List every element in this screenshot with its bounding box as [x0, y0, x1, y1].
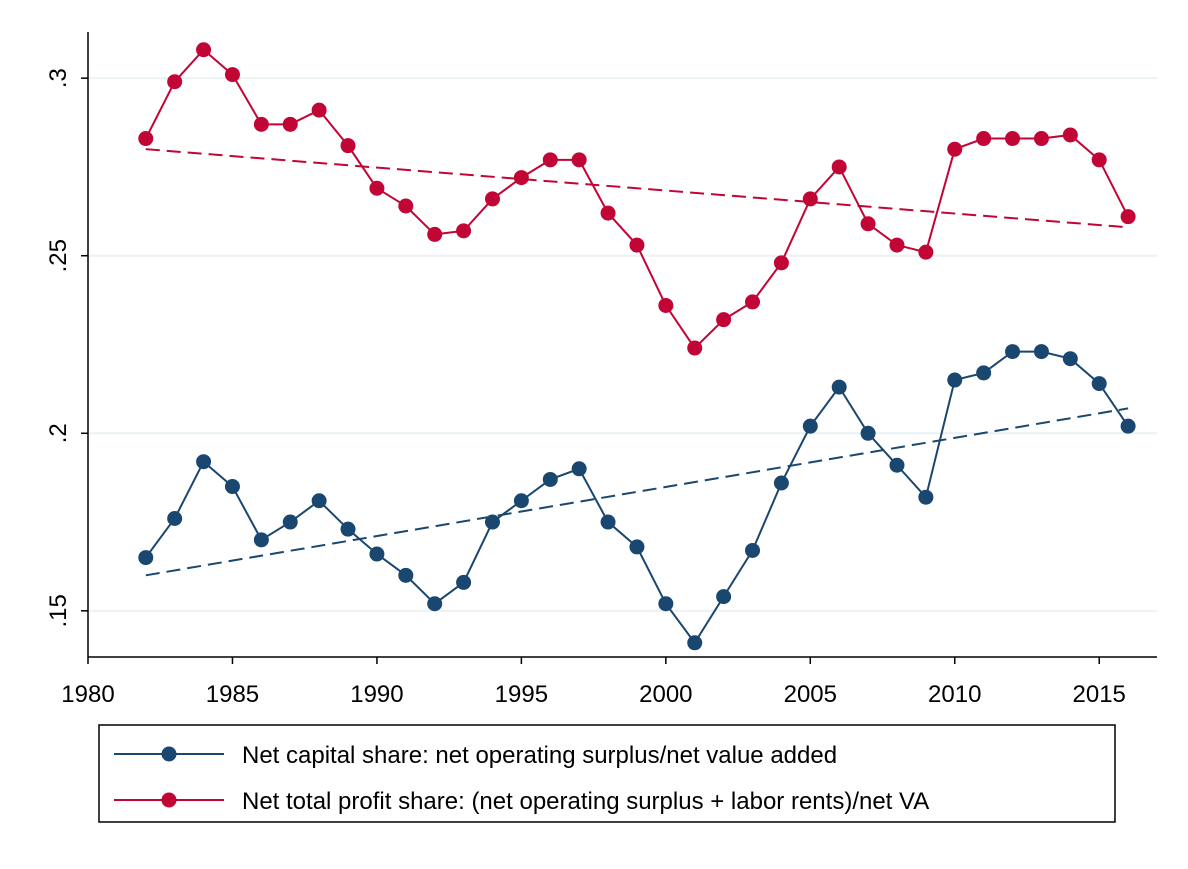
capital-point — [1005, 344, 1021, 360]
legend-label-profit: Net total profit share: (net operating s… — [242, 788, 929, 815]
capital-point — [773, 475, 789, 491]
profit-point — [369, 180, 385, 196]
capital-point — [340, 521, 356, 537]
series — [138, 42, 1136, 651]
legend-marker-profit — [161, 792, 177, 808]
profit-point — [282, 116, 298, 132]
capital-point — [1062, 351, 1078, 367]
x-tick-label: 2000 — [639, 681, 692, 708]
profit-point — [398, 198, 414, 214]
capital-point — [802, 418, 818, 434]
legend-marker-capital — [161, 746, 177, 762]
capital-point — [484, 514, 500, 530]
profit-point — [1120, 209, 1136, 225]
capital-point — [860, 425, 876, 441]
capital-point — [918, 489, 934, 505]
profit-trend-line — [145, 148, 1129, 229]
capital-point — [629, 539, 645, 555]
capital-point — [976, 365, 992, 381]
capital-point — [542, 471, 558, 487]
profit-point — [542, 152, 558, 168]
profit-point — [918, 244, 934, 260]
profit-point — [860, 216, 876, 232]
legend-box — [98, 724, 1116, 823]
profit-point — [658, 297, 674, 313]
capital-point — [224, 479, 240, 495]
capital-point — [1091, 376, 1107, 392]
profit-point — [831, 159, 847, 175]
profit-point — [456, 223, 472, 239]
profit-point — [687, 340, 703, 356]
profit-point — [167, 74, 183, 90]
capital-point — [282, 514, 298, 530]
x-tick-label: 2010 — [928, 681, 981, 708]
profit-point — [340, 138, 356, 154]
capital-point — [716, 589, 732, 605]
profit-point — [571, 152, 587, 168]
x-tick-label: 1985 — [206, 681, 259, 708]
profit-point — [889, 237, 905, 253]
capital-point — [369, 546, 385, 562]
profit-point — [947, 141, 963, 157]
legend-label-capital: Net capital share: net operating surplus… — [242, 742, 837, 769]
y-tick-label: .25 — [45, 239, 72, 272]
profit-point — [513, 170, 529, 186]
profit-point — [1033, 131, 1049, 147]
profit-series-line — [144, 48, 1129, 350]
profit-point — [1062, 127, 1078, 143]
y-tick-label: .15 — [45, 594, 72, 627]
capital-point — [745, 542, 761, 558]
profit-point — [976, 131, 992, 147]
capital-point — [889, 457, 905, 473]
profit-point — [1091, 152, 1107, 168]
capital-point — [571, 461, 587, 477]
profit-point — [224, 67, 240, 83]
capital-point — [600, 514, 616, 530]
x-tick-label: 2005 — [784, 681, 837, 708]
x-tick-label: 2015 — [1073, 681, 1126, 708]
capital-point — [456, 574, 472, 590]
x-tick-label: 1980 — [61, 681, 114, 708]
y-tick-label: .3 — [45, 68, 72, 88]
capital-point — [687, 635, 703, 651]
capital-point — [947, 372, 963, 388]
capital-point — [658, 596, 674, 612]
profit-point — [745, 294, 761, 310]
capital-point — [513, 493, 529, 509]
trend-lines — [145, 148, 1129, 577]
profit-point — [629, 237, 645, 253]
capital-point — [311, 493, 327, 509]
capital-point — [1033, 344, 1049, 360]
capital-point — [427, 596, 443, 612]
profit-point — [484, 191, 500, 207]
profit-point — [253, 116, 269, 132]
y-tick-label: .2 — [45, 423, 72, 443]
capital-point — [831, 379, 847, 395]
capital-point — [138, 550, 154, 566]
profit-point — [427, 226, 443, 242]
x-tick-label: 1990 — [350, 681, 403, 708]
profit-point — [311, 102, 327, 118]
profit-point — [600, 205, 616, 221]
legend: Net capital share: net operating surplus… — [98, 724, 1116, 823]
profit-point — [1005, 131, 1021, 147]
capital-point — [398, 567, 414, 583]
capital-point — [253, 532, 269, 548]
capital-point — [1120, 418, 1136, 434]
axes: .15 .2 .25 .3 1980 1985 1990 1995 2000 2005 2010 20… — [45, 32, 1157, 708]
x-tick-label: 1995 — [495, 681, 548, 708]
profit-point — [196, 42, 212, 58]
capital-trend-line — [145, 407, 1129, 577]
profit-point — [138, 131, 154, 147]
capital-point — [167, 511, 183, 527]
profit-point — [802, 191, 818, 207]
gridlines — [89, 77, 1157, 612]
capital-point — [196, 454, 212, 470]
profit-point — [716, 312, 732, 328]
profit-point — [773, 255, 789, 271]
capital-series-line — [144, 350, 1129, 645]
